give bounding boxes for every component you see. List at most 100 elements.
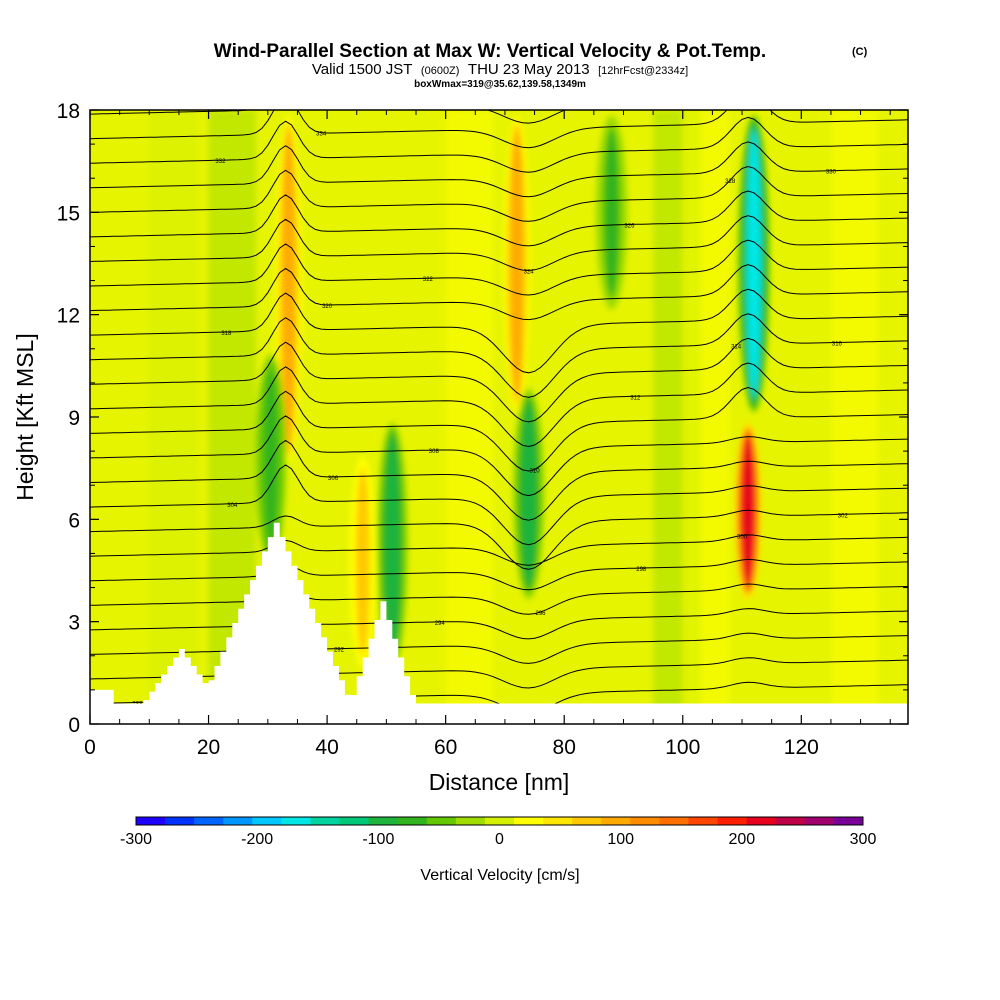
subtitle-date: THU 23 May 2013 xyxy=(468,61,590,78)
colorbar-segment xyxy=(194,817,224,825)
theta-contour-label: 326 xyxy=(624,223,635,229)
velocity-feature-downdraft-5-level-3 xyxy=(521,403,536,585)
colorbar-segment xyxy=(165,817,195,825)
colorbar-segment xyxy=(484,817,515,825)
theta-contour-308 xyxy=(90,415,908,497)
theta-contour-label: 334 xyxy=(316,132,327,138)
theta-contour-324 xyxy=(90,215,908,272)
theta-contour-320 xyxy=(90,264,908,321)
x-tick-label: 60 xyxy=(434,736,457,759)
x-tick-label: 80 xyxy=(553,736,576,759)
y-tick-label: 18 xyxy=(57,100,80,123)
colorbar-segment xyxy=(688,817,719,825)
colorbar-label: Vertical Velocity [cm/s] xyxy=(420,867,579,884)
theta-contour-label: 320 xyxy=(322,304,333,310)
theta-contour-label: 294 xyxy=(435,621,446,627)
theta-contour-label: 332 xyxy=(215,159,226,165)
theta-contour-label: 306 xyxy=(328,476,339,482)
colorbar-tick-label: 300 xyxy=(850,831,877,848)
y-tick-label: 12 xyxy=(57,305,80,328)
theta-contour-label: 324 xyxy=(524,269,535,275)
colorbar-segment xyxy=(775,817,806,825)
y-tick-label: 6 xyxy=(68,509,80,532)
y-tick-label: 15 xyxy=(57,202,80,225)
theta-contour-294 xyxy=(90,608,908,640)
theta-contour-332 xyxy=(90,116,908,173)
subtitle-utc: (0600Z) xyxy=(421,65,460,77)
x-tick-label: 40 xyxy=(315,736,338,759)
theta-contour-label: 304 xyxy=(227,503,238,509)
theta-contour-label: 316 xyxy=(832,342,843,348)
x-axis: 0 20 40 60 80 100 120 xyxy=(84,110,891,759)
colorbar-segment xyxy=(746,817,777,825)
colorbar-tick-label: -200 xyxy=(241,831,273,848)
theta-contour-label: 328 xyxy=(725,179,736,185)
theta-contour-label: 318 xyxy=(221,331,232,337)
theta-contour-label: 300 xyxy=(737,534,748,540)
theta-contour-label: 314 xyxy=(731,344,742,350)
colorbar-segment xyxy=(252,817,282,825)
colorbar-segment xyxy=(455,817,486,825)
chart-subtitle: Valid 1500 JST (0600Z) THU 23 May 2013 [… xyxy=(312,61,688,78)
theta-contour-314 xyxy=(90,337,908,423)
theta-contour-328 xyxy=(90,165,908,222)
velocity-feature-updraft-7-level-3 xyxy=(742,437,754,585)
velocity-feature-downdraft-8-level-3 xyxy=(747,130,761,397)
box-info: boxWmax=319@35.62,139.58,1349m xyxy=(414,79,586,90)
colorbar-segment xyxy=(543,817,573,825)
colorbar-segment xyxy=(368,817,399,825)
velocity-background-band-1 xyxy=(149,110,197,724)
colorbar-segment xyxy=(601,817,631,825)
theta-contour-322 xyxy=(90,239,908,296)
colorbar-segment xyxy=(833,817,864,825)
theta-contour-label: 298 xyxy=(636,567,647,573)
colorbar-segment xyxy=(514,817,544,825)
subtitle-valid: Valid 1500 JST xyxy=(312,61,413,78)
x-axis-label: Distance [nm] xyxy=(429,769,570,795)
theta-contour-312 xyxy=(90,362,908,448)
colorbar-tick-label: 100 xyxy=(607,831,634,848)
velocity-feature-updraft-4-level-3 xyxy=(511,130,523,397)
theta-contour-label: 310 xyxy=(530,469,541,475)
colorbar-segment xyxy=(281,817,311,825)
x-tick-label: 0 xyxy=(84,736,96,759)
velocity-background-band-4 xyxy=(830,110,879,724)
theta-contour-330 xyxy=(90,141,908,198)
velocity-background-band-6 xyxy=(682,110,731,724)
theta-contour-304 xyxy=(90,464,908,546)
velocity-feature-updraft-0-level-3 xyxy=(282,130,295,448)
y-axis-label: Height [Kft MSL] xyxy=(12,333,38,500)
colorbar-tick-label: -300 xyxy=(120,831,152,848)
colorbar-segment xyxy=(310,817,341,825)
theta-contour-326 xyxy=(90,190,908,247)
plot-area: 2882902922942962983003023043063083103123… xyxy=(90,110,908,724)
theta-contour-300 xyxy=(90,534,908,566)
title-mark: (C) xyxy=(852,46,868,58)
colorbar-segment xyxy=(717,817,748,825)
theta-contour-336 xyxy=(90,110,567,124)
velocity-background-band-2 xyxy=(445,110,494,724)
theta-contour-310 xyxy=(90,386,908,472)
x-tick-label: 20 xyxy=(197,736,220,759)
colorbar-segment xyxy=(630,817,660,825)
theta-contour-label: 302 xyxy=(838,513,849,519)
y-axis: 0 3 6 9 12 15 18 xyxy=(57,100,908,737)
colorbar-segment xyxy=(223,817,253,825)
velocity-feature-updraft-2-level-3 xyxy=(356,471,369,653)
y-tick-label: 9 xyxy=(68,407,80,430)
theta-contour-label: 292 xyxy=(334,648,345,654)
theta-contour-label: 296 xyxy=(535,611,546,617)
theta-contour-306 xyxy=(90,439,908,521)
y-tick-label: 3 xyxy=(68,612,80,635)
colorbar-frame xyxy=(135,816,864,826)
colorbar-segment xyxy=(426,817,457,825)
colorbar-segment xyxy=(339,817,370,825)
theta-contour-296 xyxy=(90,583,908,615)
theta-contour-label: 330 xyxy=(826,170,837,176)
colorbar-segment xyxy=(136,817,166,825)
velocity-feature-downdraft-6-level-3 xyxy=(604,130,619,295)
terrain xyxy=(90,522,908,724)
theta-contour-318 xyxy=(90,288,908,374)
colorbar-segment xyxy=(572,817,602,825)
